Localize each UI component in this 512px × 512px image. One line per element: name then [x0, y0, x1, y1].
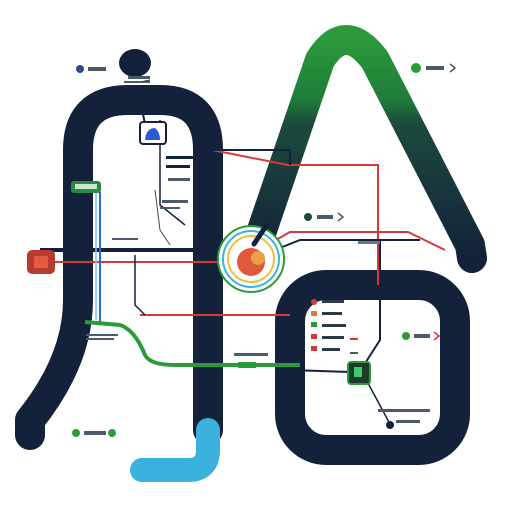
green-badge-left [71, 181, 101, 193]
legend-bottom-left [72, 429, 116, 437]
endpoint-dot[interactable] [386, 421, 394, 429]
red-station-icon[interactable] [27, 250, 55, 274]
legend-top-left [76, 65, 106, 73]
green-station-icon[interactable] [347, 361, 371, 385]
navy-loop-square [275, 270, 470, 465]
thin-lines [40, 79, 446, 425]
arrow-icon [337, 212, 345, 222]
navy-track-left-loop [15, 85, 223, 450]
station-top-blob[interactable] [119, 49, 151, 77]
arrow-icon [449, 63, 457, 73]
legend-top-right [411, 63, 457, 73]
arch-track-right [243, 25, 487, 273]
legend-right-mid [402, 331, 441, 341]
red-arrow-icon [433, 331, 441, 341]
blue-station-icon[interactable] [139, 121, 167, 145]
label-bars [86, 76, 430, 423]
legend-list-square [311, 299, 346, 351]
cyan-track [130, 418, 220, 482]
legend-mid [304, 212, 345, 222]
apple-hub-icon[interactable] [217, 223, 285, 293]
